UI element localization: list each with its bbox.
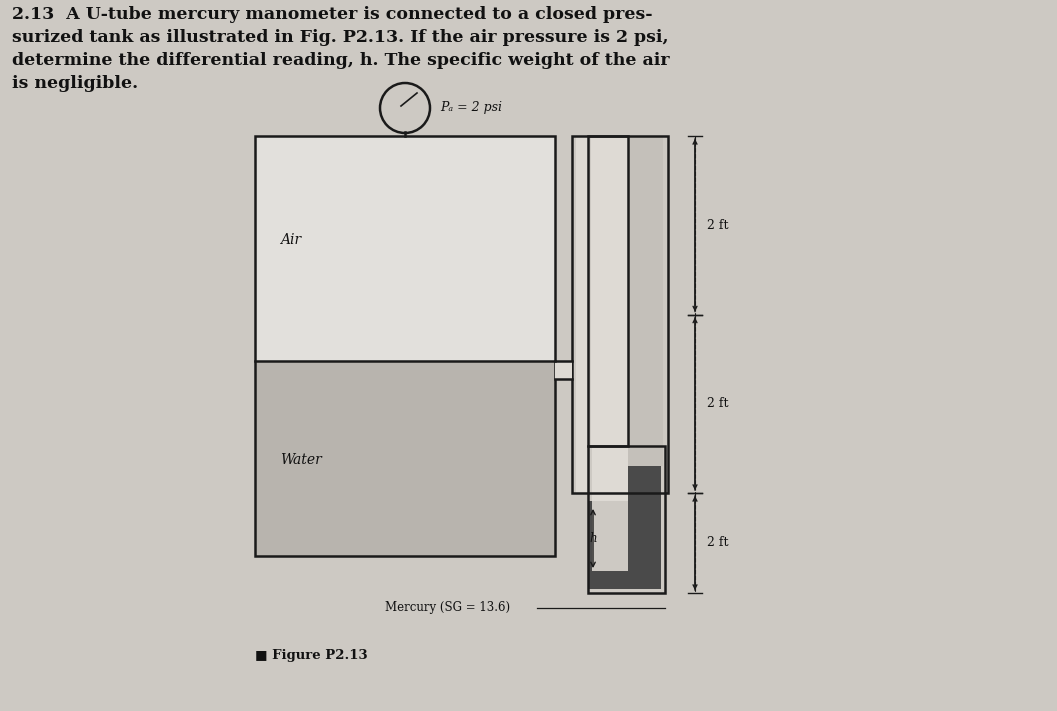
Bar: [576, 136, 588, 493]
Bar: [591, 136, 628, 446]
Bar: [628, 136, 663, 466]
Text: Air: Air: [280, 232, 301, 247]
Bar: [255, 136, 555, 361]
Bar: [588, 446, 665, 593]
Bar: [555, 361, 572, 379]
Bar: [628, 466, 661, 589]
Text: 2 ft: 2 ft: [707, 397, 728, 410]
Text: Pₐ = 2 psi: Pₐ = 2 psi: [440, 102, 502, 114]
Bar: [588, 136, 628, 446]
Text: ■ Figure P2.13: ■ Figure P2.13: [255, 650, 368, 663]
Bar: [255, 136, 555, 556]
Bar: [592, 571, 661, 589]
Text: Mercury (SG = 13.6): Mercury (SG = 13.6): [385, 602, 511, 614]
Bar: [255, 361, 555, 556]
Text: 2 ft: 2 ft: [707, 537, 728, 550]
Text: 2 ft: 2 ft: [707, 219, 728, 232]
Text: Water: Water: [280, 452, 321, 466]
Text: h: h: [589, 532, 597, 545]
Bar: [588, 501, 592, 589]
Text: 2.13  A U-tube mercury manometer is connected to a closed pres-
surized tank as : 2.13 A U-tube mercury manometer is conne…: [12, 6, 670, 92]
Bar: [592, 446, 628, 501]
Bar: [572, 136, 668, 493]
